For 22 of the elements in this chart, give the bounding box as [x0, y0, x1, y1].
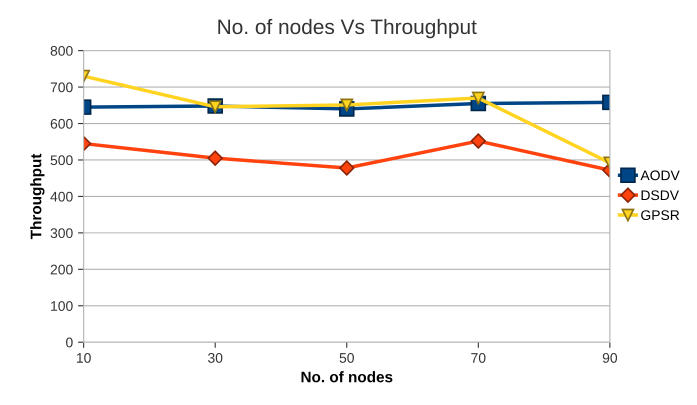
x-tick-label: 10	[76, 353, 91, 363]
x-tick-label: 30	[208, 353, 222, 363]
chart-title: No. of nodes Vs Throughput	[218, 18, 477, 38]
y-tick-label: 0	[66, 338, 73, 348]
x-tick-label: 90	[602, 353, 618, 363]
point	[339, 160, 354, 176]
y-tick-label: 500	[50, 155, 73, 166]
legend-label: GPSR	[641, 210, 680, 220]
point	[340, 98, 354, 112]
x-tick-label: 50	[340, 353, 354, 363]
legend-label: AODV	[640, 170, 680, 180]
y-tick-label: 800	[50, 46, 73, 56]
y-tick-label: 400	[50, 192, 73, 202]
legend-label: DSDV	[642, 190, 679, 200]
x-tick-label: 70	[471, 353, 486, 363]
y-tick-label: 300	[50, 228, 73, 238]
x-axis-title: No. of nodes	[302, 371, 392, 382]
y-axis-title: Throughput	[30, 154, 44, 240]
y-tick-label: 600	[50, 118, 73, 129]
y-tick-label: 200	[50, 264, 73, 274]
y-tick-label: 100	[51, 301, 73, 311]
y-tick-label: 700	[50, 82, 73, 92]
